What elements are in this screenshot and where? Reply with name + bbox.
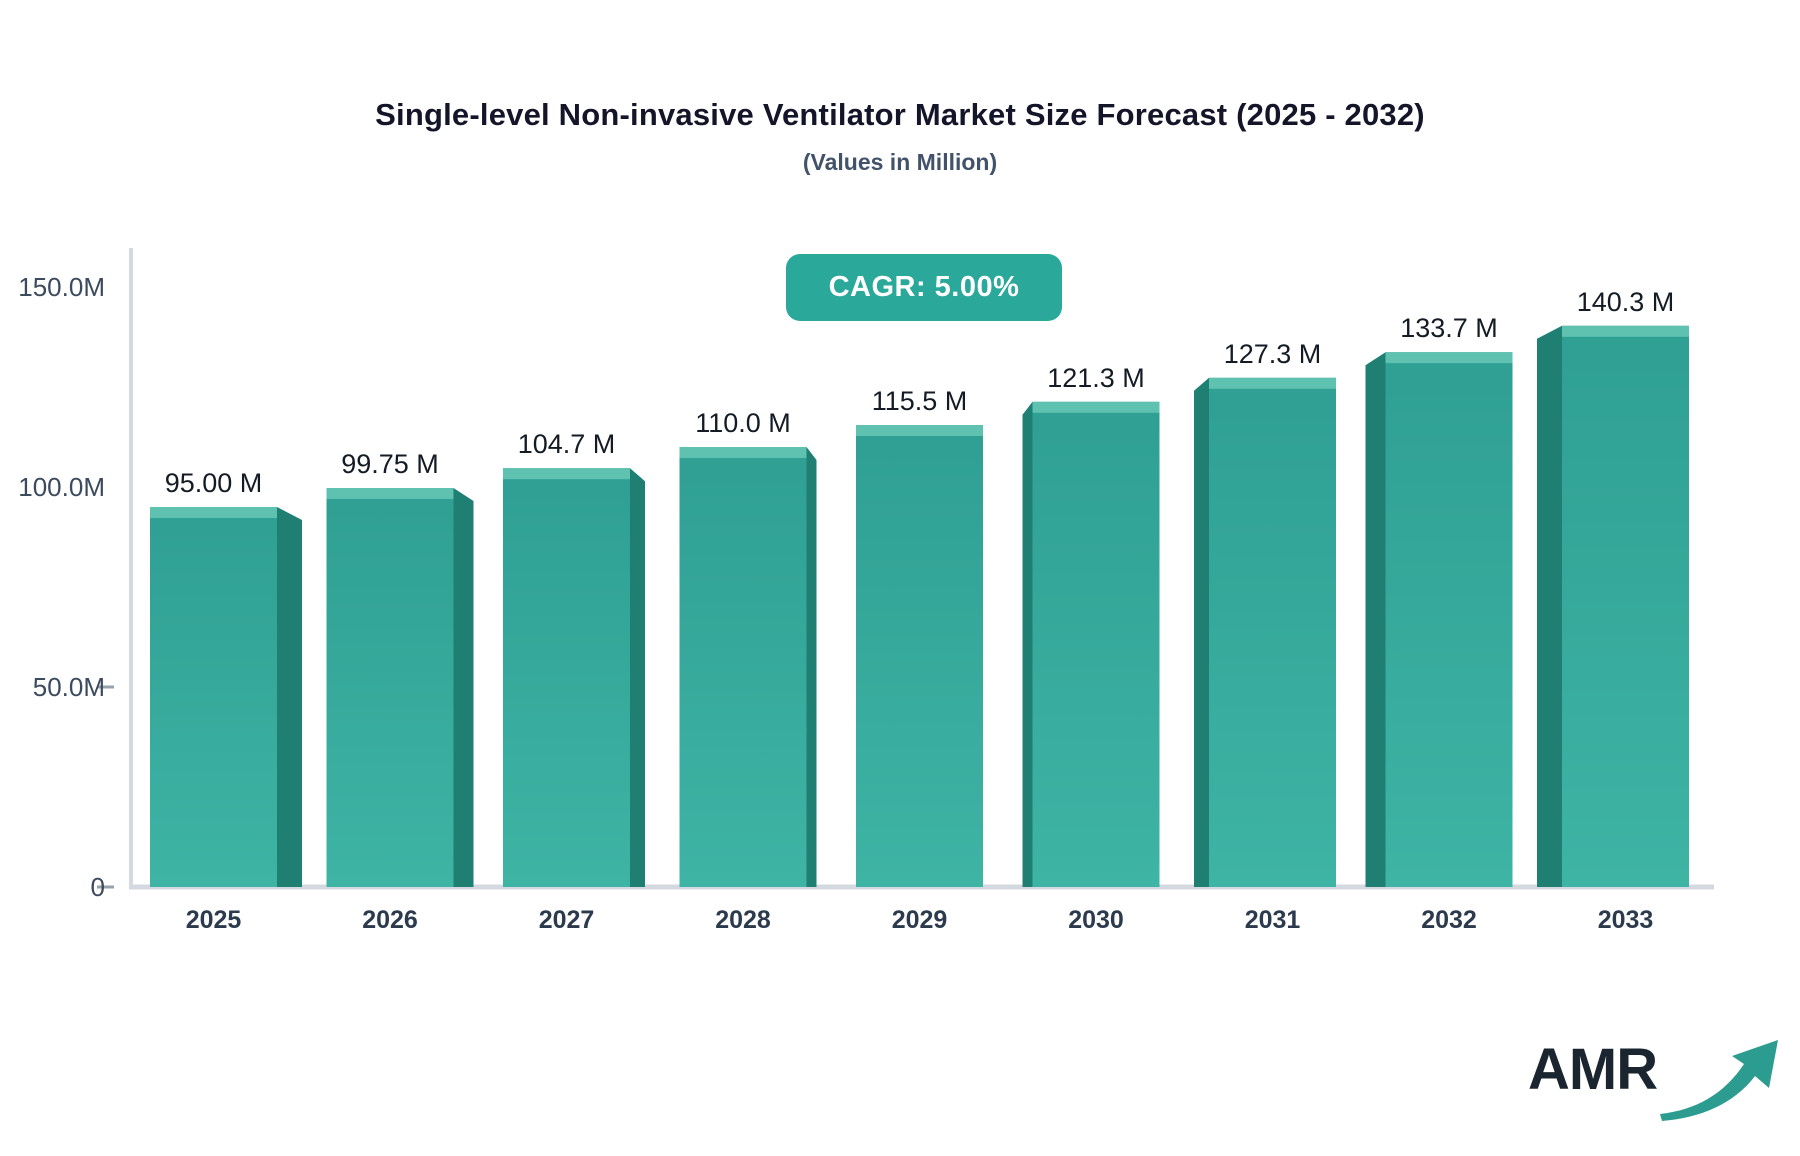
bar-2033 [1562, 325, 1689, 887]
bar-value-label-2031: 127.3 M [1224, 339, 1322, 369]
bar-top-strip-2032 [1385, 352, 1513, 364]
bar-top-strip-2030 [1032, 401, 1160, 413]
amr-arrow-icon [1660, 1040, 1778, 1121]
amr-logo: AMR [1528, 1028, 1778, 1128]
bar-value-label-2032: 133.7 M [1400, 313, 1498, 343]
bar-side-2026 [453, 488, 474, 887]
bar-side-2032 [1365, 352, 1386, 887]
bar-2031 [1209, 377, 1336, 887]
x-tick-label-2026: 2026 [362, 906, 418, 934]
x-tick-label-2027: 2027 [539, 906, 595, 934]
x-tick-label-2033: 2033 [1598, 906, 1654, 934]
y-tick-label-150: 150.0M [18, 272, 105, 302]
bar-top-strip-2029 [856, 425, 983, 436]
bar-value-label-2028: 110.0 M [695, 408, 791, 438]
bar-value-label-2030: 121.3 M [1047, 363, 1145, 393]
cagr-badge: CAGR: 5.00% [786, 254, 1062, 321]
bar-side-2033 [1537, 325, 1562, 887]
bar-2032 [1385, 352, 1513, 887]
bar-top-strip-2028 [679, 447, 807, 458]
bar-top-strip-2027 [503, 468, 630, 480]
x-tick-label-2032: 2032 [1421, 906, 1477, 934]
bar-2025 [150, 507, 277, 887]
bar-2030 [1032, 401, 1160, 887]
bar-side-2027 [630, 468, 645, 887]
amr-logo-text: AMR [1528, 1037, 1658, 1102]
bar-top-strip-2026 [326, 488, 454, 499]
bar-2026 [326, 488, 454, 887]
x-tick-label-2031: 2031 [1245, 906, 1301, 934]
cagr-badge-label: CAGR: 5.00% [828, 271, 1020, 303]
bar-value-label-2026: 99.75 M [341, 449, 439, 479]
bar-top-strip-2031 [1209, 377, 1336, 389]
bar-value-label-2033: 140.3 M [1577, 287, 1675, 317]
x-tick-label-2029: 2029 [892, 906, 948, 934]
bar-2029 [856, 425, 983, 887]
x-tick-label-2025: 2025 [186, 906, 242, 934]
x-tick-label-2030: 2030 [1068, 906, 1124, 934]
bar-top-strip-2025 [150, 507, 277, 518]
bar-value-label-2025: 95.00 M [165, 468, 263, 498]
bar-2027 [503, 468, 630, 887]
chart-title: Single-level Non-invasive Ventilator Mar… [375, 97, 1425, 132]
bar-side-2028 [806, 447, 817, 887]
x-tick-label-2028: 2028 [715, 906, 771, 934]
y-tick-label-100: 100.0M [18, 472, 105, 502]
chart-subtitle: (Values in Million) [802, 149, 998, 175]
y-tick-label-0: 0 [91, 872, 105, 902]
bar-2028 [679, 447, 807, 887]
bar-side-2030 [1022, 401, 1033, 887]
y-tick-label-50: 50.0M [33, 672, 105, 702]
bar-value-label-2029: 115.5 M [872, 386, 968, 416]
bar-side-2031 [1194, 377, 1209, 887]
bar-top-strip-2033 [1562, 325, 1689, 337]
bar-value-label-2027: 104.7 M [518, 429, 616, 459]
bar-side-2025 [277, 507, 302, 887]
